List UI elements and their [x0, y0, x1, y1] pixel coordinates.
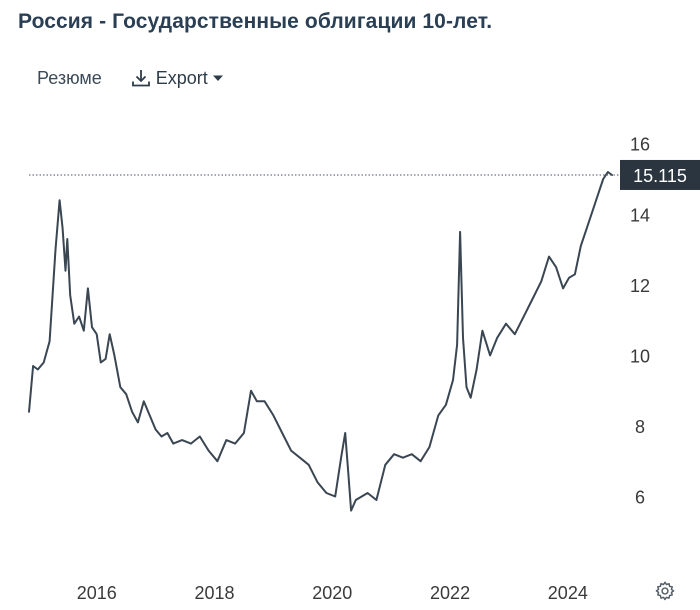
caret-down-icon — [212, 72, 224, 84]
x-axis: 2016 2018 2020 2022 2024 — [77, 583, 588, 603]
x-tick-label: 2022 — [430, 583, 470, 603]
last-value-label: 15.115 — [633, 166, 687, 186]
series-layer — [28, 171, 613, 512]
x-tick-label: 2024 — [548, 583, 588, 603]
series-line — [28, 171, 613, 512]
y-tick-label: 10 — [630, 346, 650, 366]
x-tick-label: 2018 — [194, 583, 234, 603]
y-axis: 6 8 10 12 14 16 — [630, 135, 650, 508]
export-button[interactable]: Export — [130, 67, 224, 89]
x-tick-label: 2020 — [312, 583, 352, 603]
gear-icon[interactable] — [654, 580, 676, 602]
y-tick-label: 16 — [630, 135, 650, 155]
y-tick-label: 12 — [630, 276, 650, 296]
export-label: Export — [155, 67, 208, 88]
summary-tab[interactable]: Резюме — [37, 67, 102, 88]
y-tick-label: 14 — [630, 205, 650, 225]
chart-toolbar: Резюме Export — [37, 66, 224, 90]
y-tick-label: 8 — [635, 417, 645, 437]
y-tick-label: 6 — [635, 488, 645, 508]
x-tick-label: 2016 — [77, 583, 117, 603]
overlay-layer: 15.115 — [29, 159, 700, 190]
last-value-badge — [620, 159, 700, 190]
page-title: Россия - Государственные облигации 10-ле… — [18, 10, 493, 33]
download-icon — [130, 67, 152, 89]
